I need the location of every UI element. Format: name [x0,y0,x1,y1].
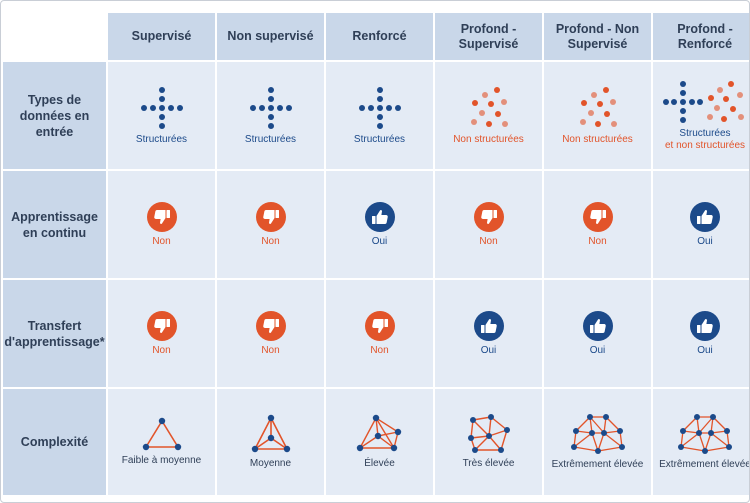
cell-data-type: Non structurées [435,62,542,169]
transfer-learning-label: Non [370,344,389,356]
unstructured-scatter-icon [470,86,508,127]
data-type-label: Structurées [135,133,188,145]
cell-complexity: Extrêmement élevée [544,389,651,495]
cell-complexity: Élevée [326,389,433,495]
comparison-table: Supervisé Non supervisé Renforcé Profond… [3,13,750,495]
cell-complexity: Très élevée [435,389,542,495]
column-header-profond-renforce: Profond - Renforcé [653,13,749,60]
row-header-data-types: Types de données en entrée [3,62,106,169]
data-type-label-blue-part: Structurées [679,127,731,139]
column-header-profond-non-supervise: Profond - Non Supervisé [544,13,651,60]
cell-transfer-learning: Oui [653,280,749,387]
column-header-renforce: Renforcé [326,13,433,60]
thumbs-up-icon [582,310,613,341]
complexity-label: Moyenne [249,458,292,469]
complex-network-icon [467,414,510,453]
cell-transfer-learning: Non [217,280,324,387]
transfer-learning-label: Oui [589,344,606,356]
continuous-learning-label: Non [588,235,607,247]
thumbs-up-icon [690,201,720,232]
cell-transfer-learning: Non [108,280,215,387]
transfer-learning-label: Non [152,344,171,356]
cell-data-type: Structurées [217,62,324,169]
data-type-label-orange-part: et non structurées [664,139,746,151]
data-type-label: Non structurées [453,133,524,145]
structured-grid-icon [140,86,183,129]
cell-continuous-learning: Oui [326,171,433,278]
thumbs-down-icon [255,201,286,232]
data-type-label: Non structurées [562,133,633,145]
structured-grid-icon [249,86,292,129]
continuous-learning-label: Non [479,235,498,247]
continuous-learning-label: Oui [697,235,713,247]
thumbs-down-icon [582,201,613,232]
complexity-label: Très élevée [462,458,515,469]
thumbs-down-icon [146,201,177,232]
continuous-learning-label: Non [152,235,171,247]
transfer-learning-label: Oui [697,344,713,356]
complexity-label: Extrêmement élevée [659,459,750,470]
dense-network-icon [570,414,625,454]
data-type-label: Structurées [353,133,406,145]
column-header-non-supervise: Non supervisé [217,13,324,60]
data-type-label: Structurées [244,133,297,145]
column-header-supervise: Supervisé [108,13,215,60]
table-corner [3,13,106,60]
thumbs-up-icon [473,310,504,341]
data-type-label: Structurées et non structurées [665,128,745,152]
cell-continuous-learning: Non [544,171,651,278]
cell-complexity: Moyenne [217,389,324,495]
cell-complexity: Extrêmement élevée [653,389,750,495]
cell-continuous-learning: Non [108,171,215,278]
continuous-learning-label: Non [261,235,280,247]
structured-grid-icon [358,86,401,129]
cell-continuous-learning: Oui [653,171,749,278]
cell-data-type: Non structurées [544,62,651,169]
row-header-transfer-learning: Transfert d'apprentissage* [3,280,106,387]
thumbs-up-icon [364,201,395,232]
thumbs-up-icon [690,310,720,341]
thumbs-down-icon [473,201,504,232]
transfer-learning-label: Oui [480,344,497,356]
cell-transfer-learning: Non [326,280,433,387]
cell-transfer-learning: Oui [435,280,542,387]
cell-transfer-learning: Oui [544,280,651,387]
triangle-network-icon [142,417,181,451]
complexity-label: Faible à moyenne [121,455,202,466]
cell-data-type: Structurées [326,62,433,169]
thumbs-down-icon [255,310,286,341]
complexity-label: Extrêmement élevée [551,459,644,470]
row-header-complexity: Complexité [3,389,106,495]
thumbs-down-icon [364,310,395,341]
continuous-learning-label: Oui [371,235,388,247]
dense-network-icon [678,414,732,454]
complex-network-icon [356,414,401,452]
pyramid-network-icon [251,414,290,453]
row-header-continuous-learning: Apprentissage en continu [3,171,106,278]
transfer-learning-label: Non [261,344,280,356]
cell-data-type: Structurées et non structurées [653,62,749,169]
cell-complexity: Faible à moyenne [108,389,215,495]
thumbs-down-icon [146,310,177,341]
complexity-label: Élevée [364,458,395,469]
cell-continuous-learning: Non [217,171,324,278]
mixed-data-icon [663,80,744,123]
unstructured-scatter-icon [579,86,617,127]
cell-data-type: Structurées [108,62,215,169]
cell-continuous-learning: Non [435,171,542,278]
column-header-profond-supervise: Profond - Supervisé [435,13,542,60]
